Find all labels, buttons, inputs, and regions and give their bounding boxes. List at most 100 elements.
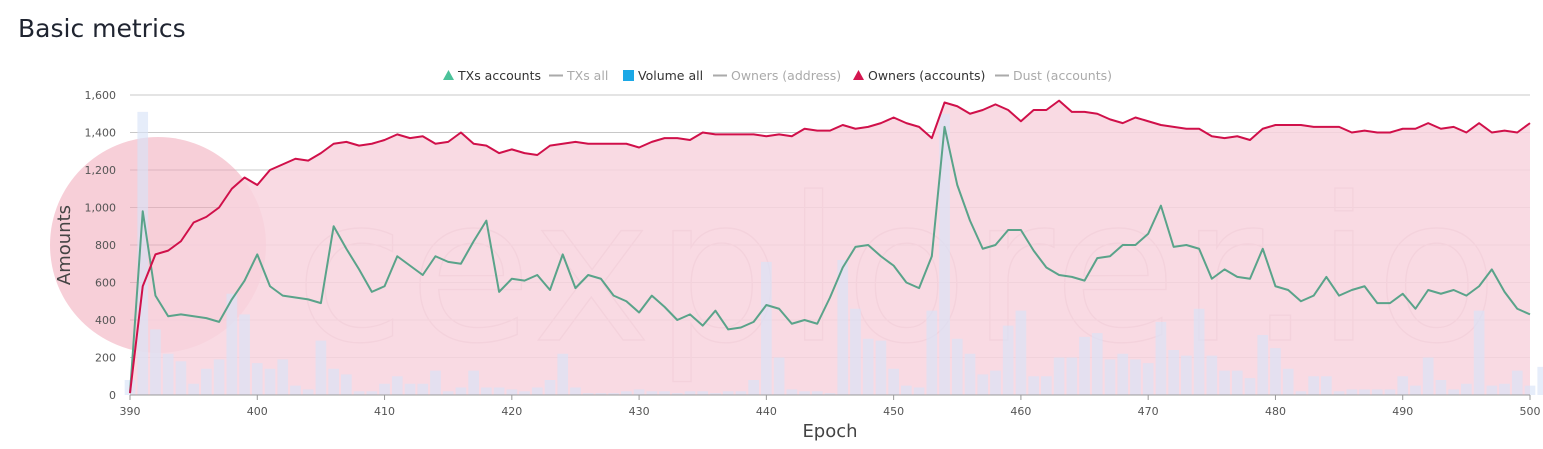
legend-item-volume-all[interactable]: Volume all — [623, 68, 703, 83]
volume-bar — [1104, 359, 1116, 396]
volume-bar — [1168, 350, 1179, 395]
x-tick-label: 410 — [374, 405, 395, 418]
volume-bar — [1461, 383, 1472, 395]
volume-bar — [773, 357, 785, 395]
volume-bar — [1257, 335, 1269, 395]
volume-bar — [1371, 389, 1383, 396]
volume-bar — [977, 374, 989, 396]
legend-label: TXs accounts — [457, 68, 541, 83]
x-tick-label: 400 — [247, 405, 268, 418]
volume-bar — [1231, 370, 1243, 396]
owners-accounts-line — [129, 99, 1531, 394]
series-lines — [129, 99, 1531, 394]
volume-bar — [1193, 308, 1205, 395]
volume-bar — [137, 111, 149, 396]
y-axis-title: Amounts — [54, 205, 75, 285]
volume-bar — [213, 359, 225, 396]
volume-bar — [1384, 389, 1396, 396]
x-tick-label: 480 — [1265, 405, 1286, 418]
volume-bar — [1359, 389, 1370, 396]
volume-bar — [608, 393, 619, 396]
volume-bar — [1066, 357, 1078, 395]
owners-accounts-area — [130, 100, 1530, 395]
volume-bar — [1308, 376, 1319, 395]
volume-bar — [1155, 321, 1167, 396]
legend-item-owners-address[interactable]: Owners (address) — [713, 68, 841, 83]
volume-bar — [251, 363, 263, 396]
volume-bar — [1524, 385, 1536, 396]
y-tick-label: 1,600 — [85, 89, 117, 102]
volume-bar — [1346, 389, 1358, 396]
x-tick-label: 490 — [1392, 405, 1413, 418]
volume-bar — [926, 310, 938, 396]
volume-bar — [748, 380, 759, 395]
y-tick-label: 1,000 — [85, 202, 117, 215]
volume-bar — [939, 113, 950, 395]
legend-item-txs-all[interactable]: TXs all — [549, 68, 608, 83]
volume-bar — [1015, 310, 1027, 396]
legend-label: Owners (address) — [731, 68, 841, 83]
volume-bar — [404, 383, 416, 395]
y-tick-label: 1,400 — [85, 127, 117, 140]
volume-bar — [1321, 376, 1332, 395]
legend[interactable]: TXs accounts TXs all Volume all Owners (add… — [443, 68, 1112, 83]
volume-bar — [417, 383, 429, 395]
volume-bar — [226, 293, 238, 395]
volume-bar — [710, 393, 721, 396]
volume-bar — [570, 387, 581, 395]
volume-bar — [850, 308, 861, 395]
volume-bar — [162, 353, 174, 395]
volume-bar — [379, 383, 390, 395]
volume-bar — [264, 368, 276, 395]
volume-bar — [1181, 355, 1192, 396]
legend-item-owners-accounts[interactable]: Owners (accounts) — [853, 68, 985, 83]
volume-bar — [1397, 376, 1409, 395]
volume-bar — [1206, 355, 1218, 396]
volume-bar — [150, 329, 161, 396]
volume-bar — [239, 314, 250, 396]
volume-bar — [1091, 333, 1103, 396]
volume-bar — [1041, 376, 1052, 395]
volume-bar — [468, 370, 479, 396]
volume-bar — [544, 380, 556, 395]
volume-bar — [353, 391, 365, 395]
volume-bar — [659, 391, 670, 395]
x-axis-title: Epoch — [802, 421, 857, 442]
volume-bar — [964, 353, 976, 395]
volume-bar — [1028, 376, 1039, 395]
x-tick-label: 470 — [1138, 405, 1159, 418]
legend-item-dust-accounts[interactable]: Dust (accounts) — [995, 68, 1112, 83]
volume-bar — [799, 391, 810, 395]
volume-bar — [684, 391, 696, 395]
page-title: Basic metrics — [18, 14, 186, 43]
volume-bar — [1270, 348, 1281, 396]
y-tick-label: 200 — [95, 352, 116, 365]
volume-bar — [1473, 310, 1485, 396]
volume-bar — [391, 376, 403, 395]
volume-bar — [328, 368, 339, 395]
volume-bar — [837, 260, 849, 395]
y-tick-label: 800 — [95, 239, 116, 252]
volume-bar — [290, 385, 301, 396]
volume-bar — [862, 338, 874, 395]
volume-bar — [811, 391, 823, 395]
volume-bar — [671, 393, 683, 396]
x-tick-label: 450 — [883, 405, 904, 418]
axes: 0 200 400 600 800 1,000 1,200 1,400 1,600 390 400 4… — [54, 89, 1541, 442]
volume-bar — [582, 393, 594, 396]
volume-bar — [621, 391, 632, 395]
volume-bar — [1410, 385, 1421, 396]
x-tick-label: 420 — [501, 405, 522, 418]
legend-item-txs-accounts[interactable]: TXs accounts — [443, 68, 541, 83]
volume-bar — [341, 374, 352, 396]
volume-bar — [735, 391, 747, 395]
volume-bar — [824, 393, 836, 396]
volume-bar — [455, 387, 467, 395]
volume-bar — [531, 387, 543, 395]
txs-accounts-line — [129, 125, 1531, 394]
volume-bar — [761, 261, 772, 396]
volume-bar — [951, 338, 963, 395]
legend-label: TXs all — [566, 68, 608, 83]
volume-bar — [315, 340, 327, 396]
x-tick-label: 460 — [1010, 405, 1031, 418]
